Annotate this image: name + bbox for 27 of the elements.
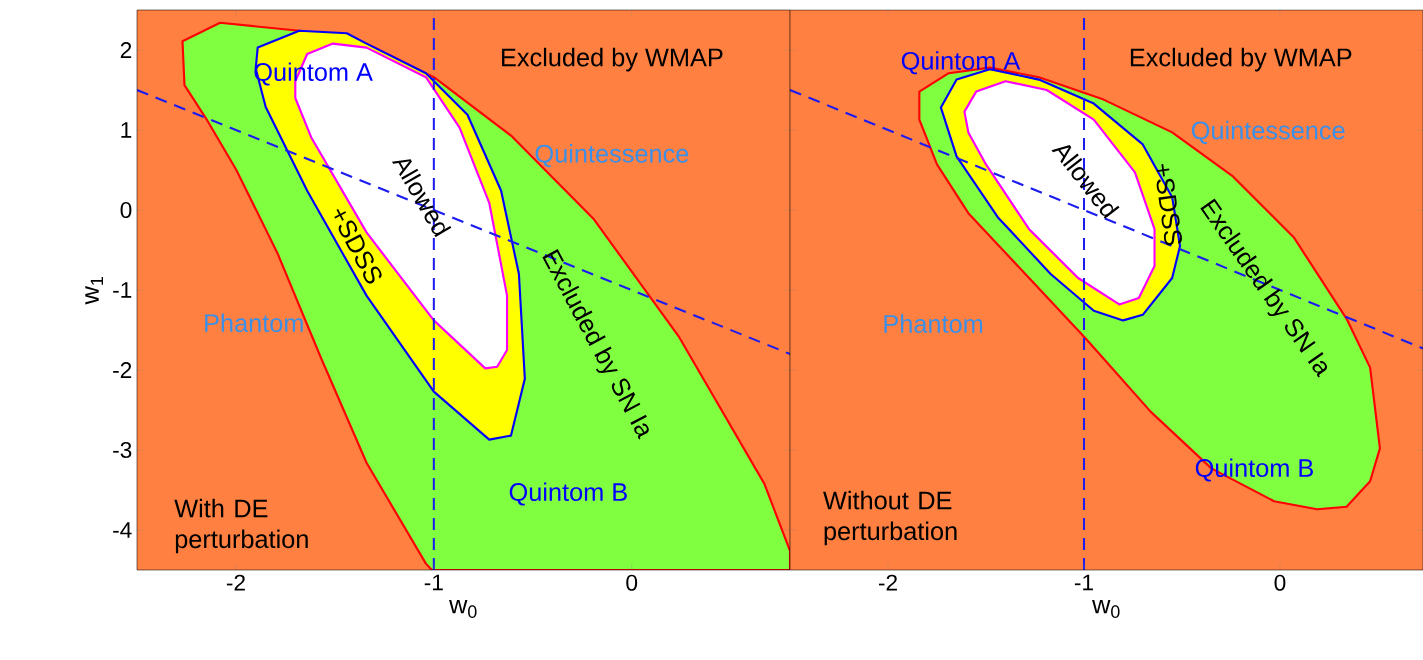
y-tick-label: 1: [121, 122, 132, 138]
x-tick-label: -1: [1074, 574, 1093, 591]
y-tick-label: 0: [120, 201, 132, 219]
annotation: Excluded by WMAP: [1130, 47, 1352, 72]
x-tick-label: 0: [1274, 574, 1286, 591]
x-tick-label: -2: [878, 574, 897, 591]
annotation: Quintessence: [1191, 120, 1345, 144]
x-axis-title: w$_{0}$: [449, 599, 477, 618]
annotation: Phantom: [884, 314, 983, 333]
y-tick-label: -3: [113, 441, 132, 459]
annotation: +SDSS: [1156, 164, 1182, 246]
annotation: Quintom B: [509, 482, 627, 506]
y-tick-label: -2: [113, 362, 132, 378]
annotation: Quintessence: [535, 144, 689, 168]
annotation: Excluded by WMAP: [502, 47, 723, 72]
y-tick-label: -4: [113, 522, 132, 538]
x-tick-label: -2: [226, 574, 245, 591]
y-tick-label: 2: [120, 42, 132, 58]
y-axis-title: w$_{1}$: [85, 277, 103, 305]
y-tick-label: -1: [113, 282, 132, 298]
x-tick-label: 0: [626, 574, 638, 591]
annotation: With DE perturbation: [174, 498, 308, 554]
annotation: Phantom: [205, 313, 303, 333]
annotation: Quintom A: [901, 51, 1021, 75]
x-tick-label: -1: [424, 574, 443, 591]
x-axis-title: w$_{0}$: [1092, 599, 1120, 618]
annotation: Without DE perturbation: [823, 490, 957, 546]
